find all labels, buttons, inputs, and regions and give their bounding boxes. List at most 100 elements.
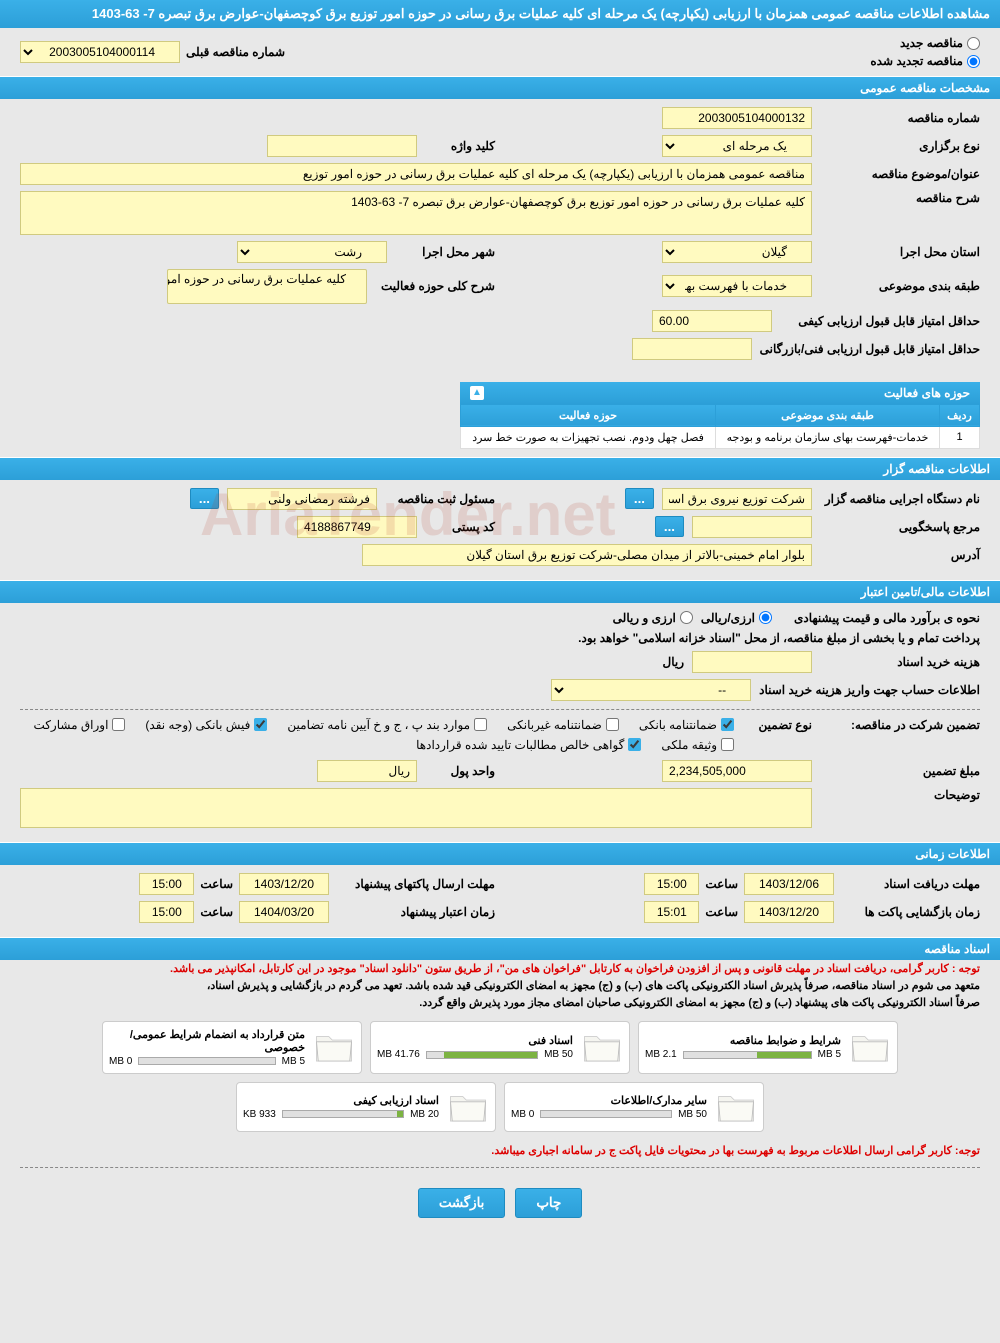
prev-tender-label: شماره مناقصه قبلی bbox=[186, 45, 285, 59]
activity-table-title: حوزه های فعالیت bbox=[884, 386, 970, 400]
doc-progress bbox=[540, 1110, 672, 1118]
section-general: مشخصات مناقصه عمومی bbox=[0, 76, 1000, 99]
doc-progress bbox=[426, 1051, 538, 1059]
doccost-input[interactable] bbox=[692, 651, 812, 673]
open-envelope-label: زمان بازگشایی پاکت ها bbox=[840, 905, 980, 919]
subject-input[interactable] bbox=[20, 163, 812, 185]
unit-label: واحد پول bbox=[425, 764, 495, 778]
back-button[interactable]: بازگشت bbox=[418, 1188, 506, 1218]
city-label: شهر محل اجرا bbox=[395, 245, 495, 259]
gt-nonbank[interactable]: ضمانتنامه غیربانکی bbox=[507, 718, 619, 732]
account-label: اطلاعات حساب جهت واریز هزینه خرید اسناد bbox=[759, 683, 980, 697]
radio-method1[interactable]: ارزی/ریالی bbox=[701, 611, 772, 625]
responsible-lookup-button[interactable]: ... bbox=[190, 488, 219, 509]
gt-bylaw[interactable]: موارد بند پ ، ج و خ آیین نامه تضامین bbox=[287, 718, 487, 732]
notice-1: توجه : کاربر گرامی، دریافت اسناد در مهلت… bbox=[0, 960, 1000, 977]
phone-input[interactable] bbox=[692, 516, 812, 538]
scope-select[interactable]: کلیه عملیات برق رسانی در حوزه امور توزیع… bbox=[167, 269, 367, 304]
doc-title: شرایط و ضوابط مناقصه bbox=[645, 1034, 841, 1047]
doc-box[interactable]: اسناد فنی 50 MB 41.76 MB bbox=[370, 1021, 630, 1074]
doc-title: اسناد فنی bbox=[377, 1034, 573, 1047]
send-envelope-date[interactable] bbox=[239, 873, 329, 895]
guarantee-amount-input[interactable] bbox=[662, 760, 812, 782]
keyword-label: کلید واژه bbox=[425, 139, 495, 153]
page-title: مشاهده اطلاعات مناقصه عمومی همزمان با ار… bbox=[0, 0, 1000, 28]
time-label-2: ساعت bbox=[200, 877, 233, 891]
mintech-label: حداقل امتیاز قابل قبول ارزیابی فنی/بازرگ… bbox=[760, 342, 980, 356]
doc-total: 5 MB bbox=[282, 1056, 305, 1067]
prev-tender-select[interactable]: 2003005104000114 bbox=[20, 41, 180, 63]
doc-box[interactable]: سایر مدارک/اطلاعات50 MB0 MB bbox=[504, 1082, 764, 1132]
doc-progress bbox=[683, 1051, 812, 1059]
collapse-icon[interactable]: ▲ bbox=[470, 386, 484, 400]
gt-cash[interactable]: فیش بانکی (وجه نقد) bbox=[145, 718, 267, 732]
postal-input[interactable] bbox=[297, 516, 417, 538]
minqual-input[interactable] bbox=[652, 310, 772, 332]
responsible-input[interactable] bbox=[227, 488, 377, 510]
radio-renewed-label: مناقصه تجدید شده bbox=[870, 54, 963, 68]
method-label: نحوه ی برآورد مالی و قیمت پیشنهادی bbox=[780, 611, 980, 625]
org-lookup-button[interactable]: ... bbox=[625, 488, 654, 509]
doc-used: 41.76 MB bbox=[377, 1049, 420, 1060]
notice-4: توجه: کاربر گرامی ارسال اطلاعات مربوط به… bbox=[0, 1142, 1000, 1159]
tender-number-input[interactable] bbox=[662, 107, 812, 129]
validity-date[interactable] bbox=[239, 901, 329, 923]
section-financial: اطلاعات مالی/تامین اعتبار bbox=[0, 580, 1000, 603]
doc-box[interactable]: اسناد ارزیابی کیفی20 MB933 KB bbox=[236, 1082, 496, 1132]
desc-textarea[interactable]: کلیه عملیات برق رسانی در حوزه امور توزیع… bbox=[20, 191, 812, 235]
time-label-1: ساعت bbox=[705, 877, 738, 891]
subject-label: عنوان/موضوع مناقصه bbox=[820, 167, 980, 181]
time-label-4: ساعت bbox=[200, 905, 233, 919]
cell: فصل چهل ودوم. نصب تجهیزات به صورت خط سرد bbox=[461, 426, 716, 448]
address-input[interactable] bbox=[362, 544, 812, 566]
section-organizer: اطلاعات مناقصه گزار bbox=[0, 457, 1000, 480]
radio-renewed-tender[interactable]: مناقصه تجدید شده bbox=[870, 54, 980, 68]
phone-lookup-button[interactable]: ... bbox=[655, 516, 684, 537]
notice-2: متعهد می شوم در اسناد مناقصه، صرفاً پذیر… bbox=[0, 977, 1000, 994]
doc-progress bbox=[282, 1110, 404, 1118]
notes-textarea[interactable] bbox=[20, 788, 812, 828]
notes-label: توضیحات bbox=[820, 788, 980, 802]
gt-bonds[interactable]: اوراق مشارکت bbox=[33, 718, 125, 732]
mintech-input[interactable] bbox=[632, 338, 752, 360]
th-category: طبقه بندی موضوعی bbox=[716, 404, 940, 426]
doc-total: 20 MB bbox=[410, 1109, 439, 1120]
section-docs: اسناد مناقصه bbox=[0, 937, 1000, 960]
type-label: نوع برگزاری bbox=[820, 139, 980, 153]
tender-number-label: شماره مناقصه bbox=[820, 111, 980, 125]
postal-label: کد پستی bbox=[425, 520, 495, 534]
org-input[interactable] bbox=[662, 488, 812, 510]
send-envelope-time[interactable] bbox=[139, 873, 194, 895]
phone-label: مرجع پاسخگویی bbox=[820, 520, 980, 534]
gt-netreceivables[interactable]: گواهی خالص مطالبات تایید شده قراردادها bbox=[416, 738, 641, 752]
province-select[interactable]: گیلان bbox=[662, 241, 812, 263]
radio-new-tender[interactable]: مناقصه جدید bbox=[870, 36, 980, 50]
guarantee-type-label: نوع تضمین bbox=[742, 718, 812, 732]
province-label: استان محل اجرا bbox=[820, 245, 980, 259]
doc-box[interactable]: شرایط و ضوابط مناقصه5 MB2.1 MB bbox=[638, 1021, 898, 1074]
doc-box[interactable]: متن قرارداد به انضمام شرایط عمومی/خصوصی 5… bbox=[102, 1021, 362, 1074]
unit-input[interactable] bbox=[317, 760, 417, 782]
treasury-note: پرداخت تمام و یا بخشی از مبلغ مناقصه، از… bbox=[578, 631, 980, 645]
validity-time[interactable] bbox=[139, 901, 194, 923]
open-envelope-time[interactable] bbox=[644, 901, 699, 923]
category-select[interactable]: خدمات با فهرست بها bbox=[662, 275, 812, 297]
type-select[interactable]: یک مرحله ای bbox=[662, 135, 812, 157]
city-select[interactable]: رشت bbox=[237, 241, 387, 263]
radio-method2[interactable]: ارزی و ریالی bbox=[613, 611, 693, 625]
category-label: طبقه بندی موضوعی bbox=[820, 279, 980, 293]
doccost-label: هزینه خرید اسناد bbox=[820, 655, 980, 669]
doc-title: متن قرارداد به انضمام شرایط عمومی/خصوصی bbox=[109, 1028, 305, 1054]
keyword-input[interactable] bbox=[267, 135, 417, 157]
open-envelope-date[interactable] bbox=[744, 901, 834, 923]
gt-bank[interactable]: ضمانتنامه بانکی bbox=[639, 718, 734, 732]
gt-property[interactable]: وثیقه ملکی bbox=[661, 738, 734, 752]
print-button[interactable]: چاپ bbox=[515, 1188, 582, 1218]
doc-progress bbox=[138, 1057, 275, 1065]
receive-doc-date[interactable] bbox=[744, 873, 834, 895]
account-select[interactable]: -- bbox=[551, 679, 751, 701]
guarantee-label: تضمین شرکت در مناقصه: bbox=[820, 718, 980, 732]
cell: 1 bbox=[940, 426, 980, 448]
doc-total: 50 MB bbox=[544, 1049, 573, 1060]
receive-doc-time[interactable] bbox=[644, 873, 699, 895]
